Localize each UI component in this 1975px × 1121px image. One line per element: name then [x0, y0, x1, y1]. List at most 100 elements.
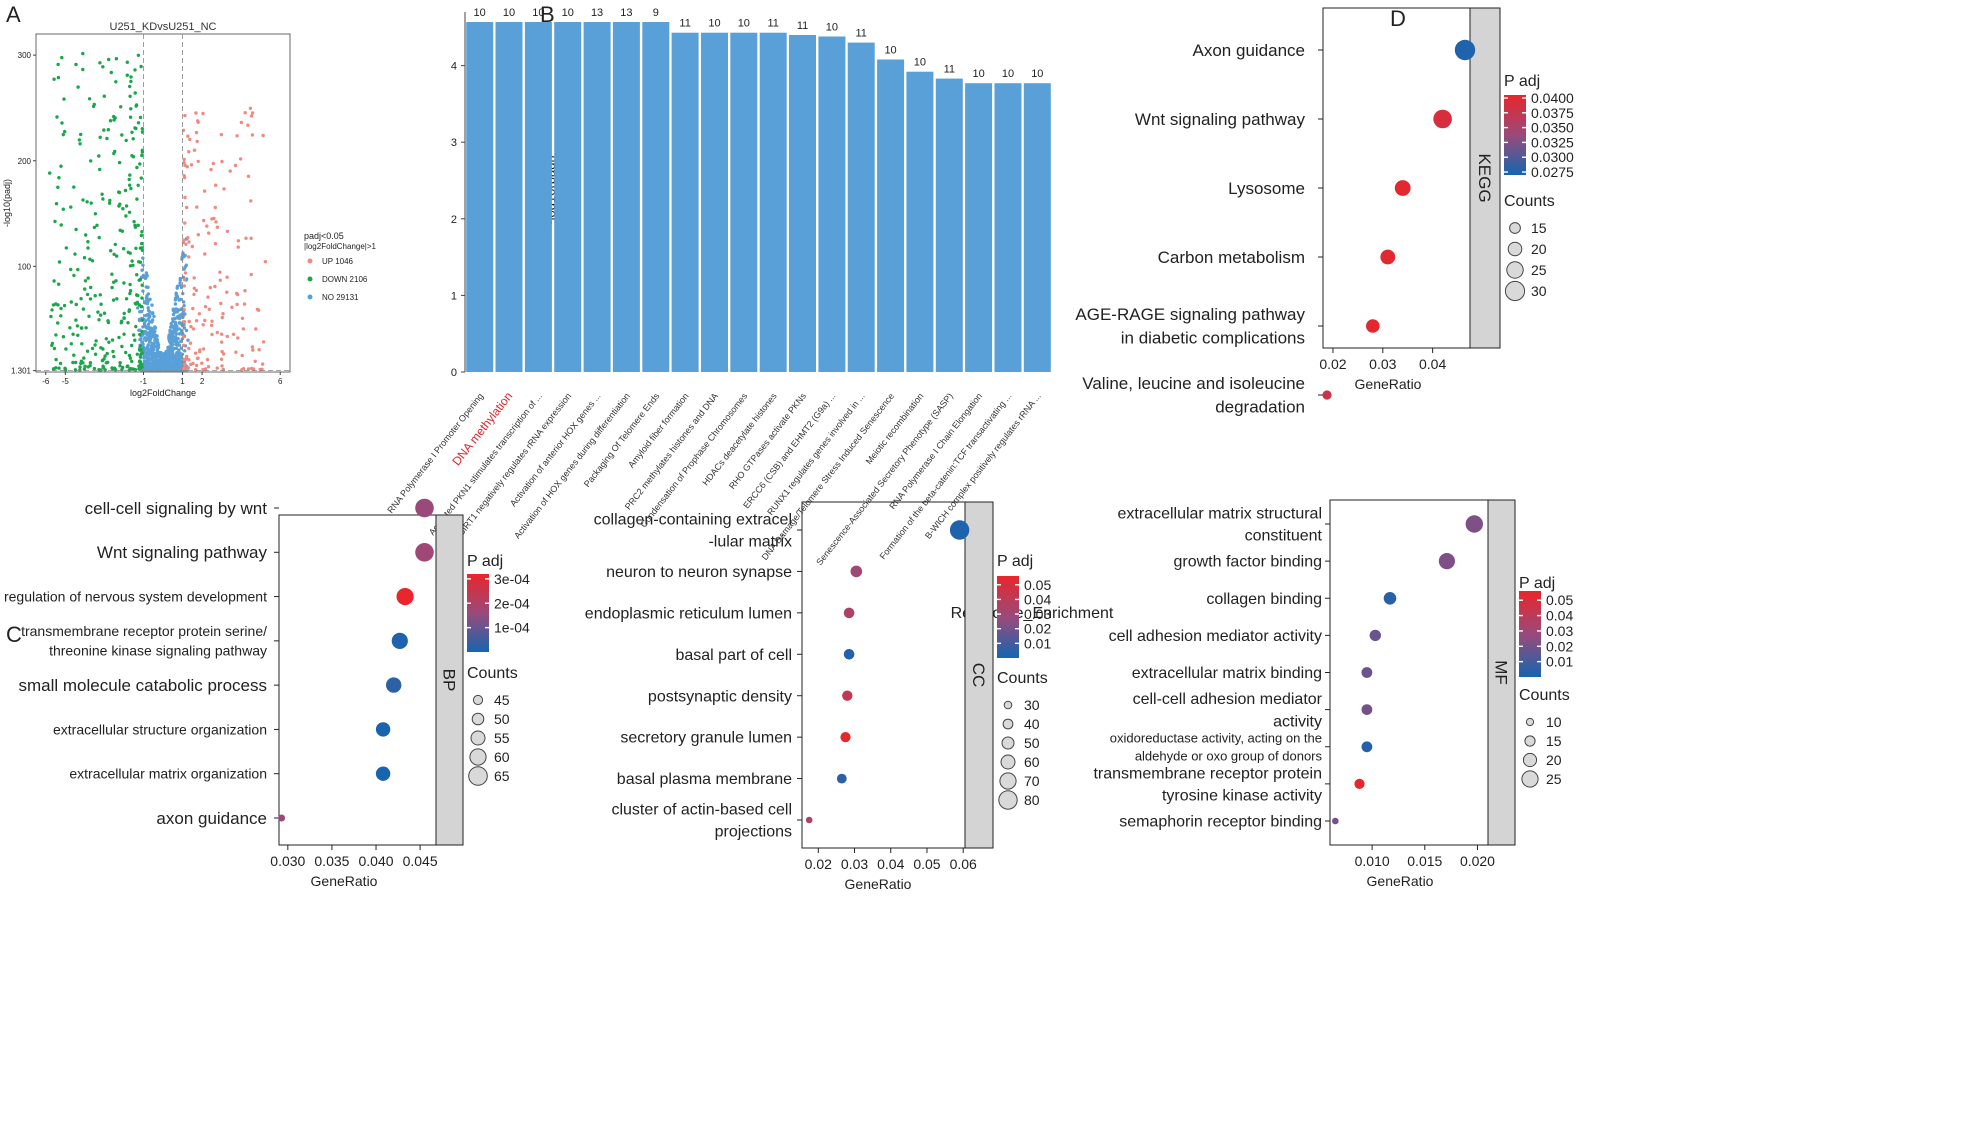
volcano-point-up: [238, 157, 243, 161]
cc-counts-legend-label: 50: [1024, 735, 1040, 751]
volcano-thresholds: [36, 34, 290, 372]
volcano-point-up: [244, 236, 248, 240]
volcano-point-down: [140, 150, 145, 154]
volcano-point-no: [148, 320, 152, 324]
volcano-point-down: [136, 223, 140, 227]
cc-counts-legend-label: 60: [1024, 754, 1040, 770]
volcano-point-down: [125, 73, 129, 77]
volcano-point-no: [146, 365, 151, 369]
cc-dot: [949, 520, 970, 540]
volcano-point-up: [209, 167, 213, 172]
volcano-point-down: [91, 104, 96, 109]
volcano-point-down: [124, 214, 128, 218]
volcano-point-no: [171, 308, 175, 312]
volcano-legend-swatch: [307, 276, 313, 282]
reactome-bar-count: 10: [532, 7, 544, 19]
bp-dot: [375, 766, 391, 781]
volcano-point-down: [138, 344, 143, 348]
volcano-point-down: [72, 185, 76, 189]
volcano-point-down: [140, 351, 144, 355]
volcano-point-no: [166, 350, 170, 355]
kegg-category-label: Lysosome: [1228, 179, 1305, 198]
volcano-point-down: [62, 303, 67, 308]
kegg-padj-tick-label: 0.0400: [1531, 90, 1574, 106]
volcano-point-no: [144, 285, 148, 289]
volcano-point-up: [260, 367, 264, 371]
volcano-point-up: [195, 205, 199, 209]
volcano-point-up: [263, 260, 268, 264]
volcano-point-no: [151, 351, 156, 355]
volcano-point-up: [240, 316, 245, 320]
volcano-point-no: [141, 342, 145, 346]
volcano-point-down: [111, 298, 116, 302]
volcano-point-down: [60, 55, 64, 60]
volcano-point-up: [183, 363, 187, 367]
volcano-point-down: [90, 346, 95, 351]
volcano-point-no: [143, 364, 147, 369]
volcano-point-no: [144, 338, 148, 343]
volcano-point-up: [187, 255, 191, 259]
volcano-point-down: [61, 132, 65, 137]
volcano-point-down: [89, 285, 93, 290]
mf-padj-tick-label: 0.03: [1546, 623, 1573, 639]
volcano-point-down: [74, 302, 79, 307]
volcano-point-down: [57, 282, 61, 286]
volcano-point-up: [189, 324, 193, 329]
volcano-point-down: [69, 342, 74, 346]
cc-category-label: secretory granule lumen: [620, 730, 792, 747]
bp-xlabel: GeneRatio: [311, 873, 378, 889]
mf-counts-legend-label: 10: [1546, 714, 1562, 730]
volcano-point-no: [172, 330, 176, 335]
volcano-point-down: [74, 318, 78, 322]
volcano-point-down: [130, 359, 134, 364]
kegg-dot: [1394, 180, 1411, 196]
volcano-point-no: [171, 364, 175, 368]
volcano-point-down: [139, 304, 144, 309]
volcano-point-down: [128, 183, 132, 187]
volcano-point-no: [145, 294, 149, 298]
cc-padj-tick-label: 0.05: [1024, 577, 1051, 593]
volcano-point-no: [168, 329, 172, 333]
volcano-point-down: [120, 344, 124, 349]
reactome-bar: [994, 83, 1022, 372]
kegg-padj-tick-label: 0.0275: [1531, 164, 1574, 180]
volcano-point-up: [251, 367, 256, 371]
volcano-legend-swatch: [307, 258, 313, 264]
volcano-point-up: [215, 225, 220, 229]
volcano-point-down: [128, 282, 132, 287]
cc-padj-tick-label: 0.04: [1024, 591, 1051, 607]
mf-category-label: growth factor binding: [1173, 554, 1322, 571]
volcano-point-up: [225, 334, 229, 339]
volcano-point-up: [203, 318, 207, 323]
bp-xtick-label: 0.040: [358, 853, 393, 869]
mf-category-label: activity: [1273, 713, 1322, 730]
volcano-point-up: [214, 183, 218, 187]
volcano-point-down: [74, 62, 78, 67]
volcano-point-up: [194, 363, 199, 368]
volcano-point-no: [150, 333, 155, 337]
cc-xtick-label: 0.02: [805, 856, 832, 872]
volcano-point-up: [207, 307, 211, 311]
volcano-point-no: [151, 364, 155, 368]
volcano-point-down: [96, 310, 100, 314]
volcano-point-down: [72, 273, 76, 278]
volcano-point-down: [109, 70, 114, 75]
kegg-counts-legend-swatch: [1509, 222, 1521, 234]
volcano-point-down: [128, 94, 132, 99]
volcano-point-down: [128, 356, 133, 360]
volcano-point-down: [101, 197, 105, 201]
volcano-point-down: [77, 138, 82, 142]
reactome-bar-count: 10: [884, 44, 896, 56]
reactome-bar: [965, 83, 993, 372]
volcano-point-no: [173, 320, 178, 325]
volcano-xtick-label: -6: [42, 377, 50, 386]
volcano-xtick-label: -5: [62, 377, 70, 386]
kegg-dot: [1454, 39, 1476, 61]
bp-dot: [278, 814, 286, 822]
volcano-point-up: [225, 275, 229, 279]
volcano-point-down: [129, 186, 133, 191]
volcano-point-down: [86, 246, 90, 250]
volcano-point-up: [187, 346, 191, 351]
volcano-point-down: [50, 308, 54, 312]
